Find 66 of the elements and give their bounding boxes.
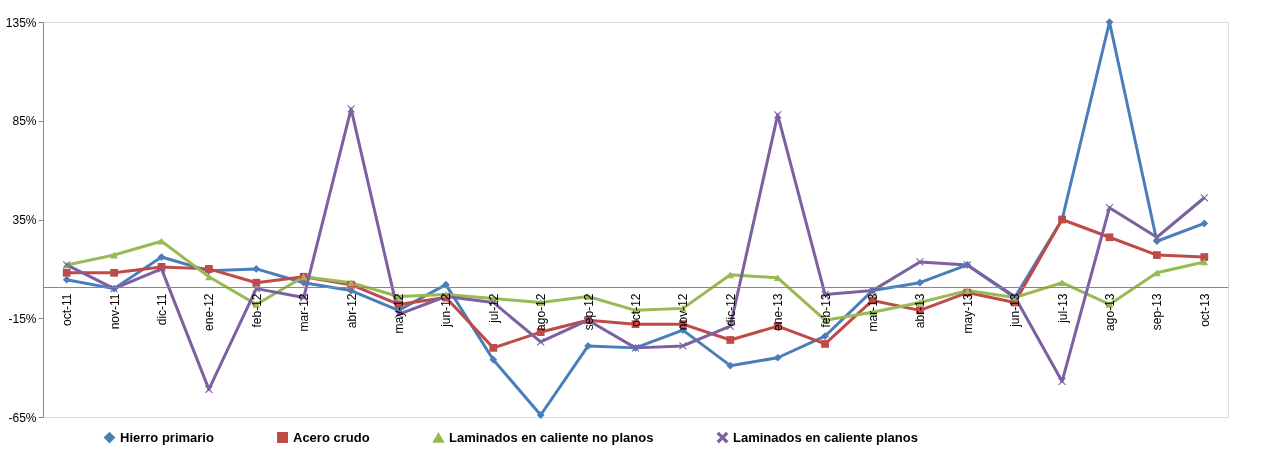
point <box>1153 233 1161 242</box>
point <box>773 110 782 119</box>
point <box>252 265 261 273</box>
point <box>1153 269 1161 277</box>
x-tick-label: nov-12 <box>676 293 691 331</box>
point <box>536 411 545 419</box>
point <box>821 340 829 348</box>
legend-label: Laminados en caliente planos <box>733 429 918 445</box>
x-tick-label: mar-13 <box>866 293 880 332</box>
x-tick-label: feb-12 <box>249 293 264 328</box>
point <box>1200 258 1209 266</box>
point <box>62 275 71 284</box>
point <box>157 253 166 261</box>
x-tick-label: jun-13 <box>1008 293 1023 328</box>
x-tick-label: mar-12 <box>297 293 312 332</box>
legend-label: Hierro primario <box>120 429 214 445</box>
x-tick-label: may-13 <box>960 293 975 334</box>
x-tick-label: ene-13 <box>771 293 786 331</box>
y-tick-label: -15% <box>8 311 37 326</box>
point <box>252 278 261 287</box>
x-tick-label: oct-11 <box>60 293 75 326</box>
x-tick-label: dic-11 <box>155 293 169 326</box>
point <box>205 273 213 281</box>
point <box>62 268 71 277</box>
y-tick-label: 135% <box>5 15 37 30</box>
point <box>489 344 498 352</box>
x-tick-label: feb-13 <box>818 293 833 328</box>
point <box>1153 251 1161 259</box>
point <box>1105 233 1114 242</box>
legend-label: Laminados en caliente no planos <box>449 429 654 445</box>
point <box>726 271 735 279</box>
point <box>773 353 782 362</box>
point <box>1200 253 1209 261</box>
point <box>110 268 118 277</box>
point <box>442 280 450 289</box>
point <box>1200 193 1209 202</box>
x-tick-label: ago-12 <box>534 293 549 331</box>
point <box>773 274 782 282</box>
x-tick-label: oct-12 <box>629 293 643 327</box>
x-tick-label: ene-12 <box>202 293 217 331</box>
point <box>1058 279 1066 287</box>
y-tick-label: -65% <box>8 410 37 425</box>
x-tick-label: jul-13 <box>1055 293 1070 324</box>
point <box>1200 219 1209 228</box>
x-tick-label: jun-12 <box>439 293 454 328</box>
x-tick-label: sep-13 <box>1150 293 1165 331</box>
x-tick-label: nov-11 <box>107 293 122 330</box>
point <box>1058 377 1066 386</box>
x-tick-label: jul-12 <box>486 293 501 324</box>
point <box>205 385 213 394</box>
x-tick-label: abr-13 <box>913 293 928 329</box>
x-tick-label: dic-12 <box>723 293 738 327</box>
y-tick-label: 35% <box>12 213 37 227</box>
y-tick-label: 85% <box>12 114 37 129</box>
point <box>726 336 735 344</box>
point <box>489 355 498 364</box>
x-tick-label: ago-13 <box>1103 293 1117 331</box>
legend-label: Acero crudo <box>293 429 370 445</box>
point <box>536 338 545 346</box>
x-tick-label: oct-13 <box>1197 293 1212 327</box>
point <box>726 361 735 370</box>
x-tick-label: sep-12 <box>581 293 596 331</box>
point <box>584 342 592 350</box>
point <box>916 278 924 287</box>
x-tick-label: may-12 <box>392 293 406 334</box>
x-tick-label: abr-12 <box>344 293 359 329</box>
